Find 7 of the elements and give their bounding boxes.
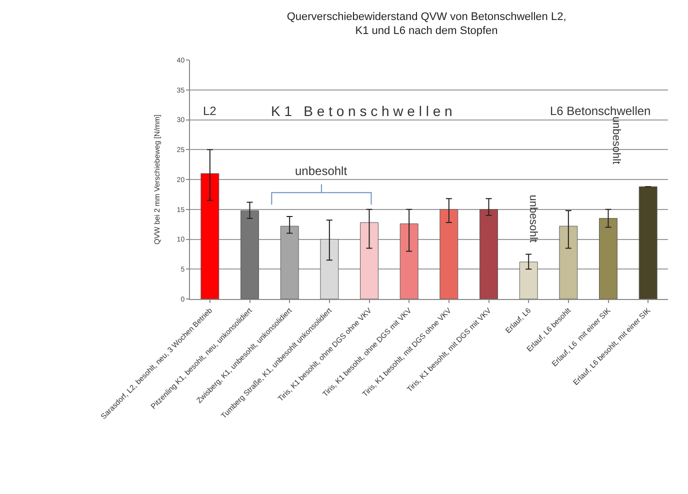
annotation: unbesohlt: [526, 194, 539, 242]
chart-title: Querverschiebewiderstand QVW von Betonschwellen L2, K1 und L6 nach dem Stopfen: [286, 10, 566, 38]
annotation: K 1 B e t o n s c h w e l l e n: [271, 103, 452, 119]
annotation: unbesohlt: [610, 116, 622, 164]
annotation: L6 Betonschwellen: [550, 104, 651, 118]
annotation: unbesohlt: [295, 164, 348, 178]
annotation: L2: [203, 104, 217, 118]
